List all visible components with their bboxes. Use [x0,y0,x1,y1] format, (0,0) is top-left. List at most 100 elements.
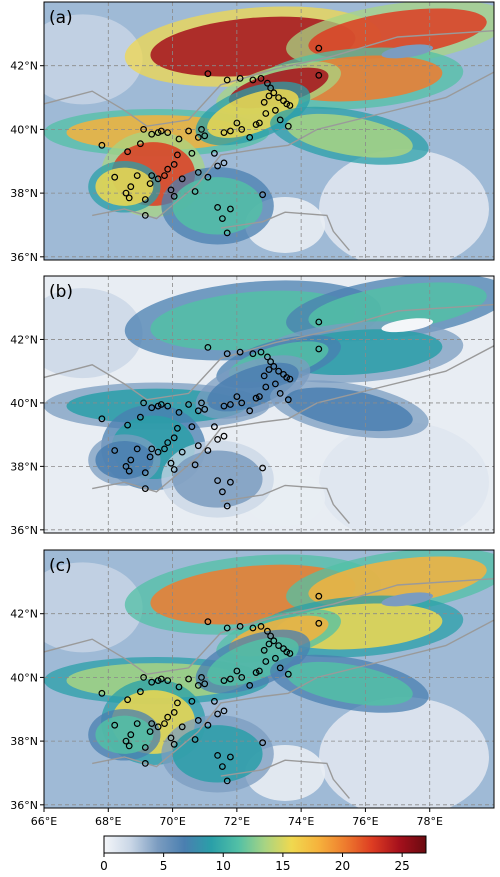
station-marker [315,592,323,600]
station-marker [265,92,273,100]
station-marker [140,399,148,407]
station-marker [259,464,267,472]
station-marker [194,442,202,450]
station-marker [161,445,168,453]
station-marker [284,396,292,404]
station-marker [201,132,209,140]
station-marker [272,654,279,662]
station-marker [236,623,244,630]
field-blob-core [285,113,413,158]
station-marker [257,348,265,356]
station-marker [315,345,323,353]
station-marker [315,71,323,79]
station-marker [167,734,175,742]
field-blob-core [172,177,263,235]
station-marker [157,127,165,135]
station-marker [140,674,148,681]
station-marker [223,624,231,632]
station-marker [264,627,271,635]
station-marker [262,110,270,117]
station-marker [218,763,226,770]
station-marker [233,393,241,401]
station-marker [173,151,181,159]
station-marker [233,119,241,127]
border-line [92,71,494,220]
station-marker [111,721,119,729]
station-marker [226,478,234,486]
station-marker [214,710,222,718]
station-marker [98,415,106,423]
station-marker [214,436,222,443]
lake [381,44,433,59]
station-marker [256,119,263,127]
field-blob-core [207,637,299,686]
field-blob-core [285,661,413,706]
station-marker [257,74,265,82]
field-blob-core [95,167,154,206]
station-marker [157,401,165,408]
station-marker [246,407,254,415]
station-marker [154,723,162,731]
station-marker [173,424,181,432]
station-marker [315,318,323,326]
station-marker [191,461,199,469]
station-marker [111,173,119,181]
station-marker [223,229,231,237]
station-marker [124,696,131,704]
station-marker [218,488,226,496]
station-marker [259,191,267,199]
station-marker [270,89,278,97]
station-marker [125,742,133,750]
lon-tick-label: 72°E [224,815,250,828]
station-marker [194,168,202,176]
station-marker [191,736,199,743]
station-marker [194,407,202,415]
border-line [220,484,350,524]
station-marker [276,116,284,124]
station-marker [214,752,222,759]
station-marker [214,477,222,485]
station-marker [154,402,162,410]
station-marker [127,183,135,191]
station-marker [220,402,228,410]
station-marker [133,445,141,453]
border-line [92,619,494,768]
border-line [92,345,494,493]
station-marker [136,413,144,421]
station-marker [218,215,226,223]
lon-tick-label: 78°E [416,815,442,828]
station-marker [220,707,228,715]
station-marker [283,648,291,656]
station-marker [275,642,283,649]
station-marker [267,358,275,366]
station-marker [210,697,218,705]
station-marker [170,160,178,168]
station-marker [226,753,234,761]
station-marker [270,637,278,645]
station-marker [204,70,212,78]
map-panel-2: (b) 36°N 38°N 40°N 42°N [10,275,495,537]
station-marker [141,196,149,203]
station-marker [175,135,183,143]
station-marker [267,632,275,640]
station-marker [210,423,218,431]
field-blob-core [172,450,263,508]
lon-tick-label: 66°E [31,815,57,828]
station-marker [315,619,323,627]
station-marker [124,148,131,156]
station-marker [185,127,193,135]
field-blob-core [308,282,487,334]
station-marker [133,172,141,180]
station-marker [111,447,119,454]
station-marker [259,739,267,747]
field-blob-core [95,715,154,754]
station-marker [164,713,172,721]
station-marker [223,502,231,510]
station-marker [198,399,205,407]
station-marker [164,129,172,137]
station-marker [127,456,135,464]
station-marker [249,350,257,358]
station-marker [214,203,222,211]
station-marker [204,344,212,351]
station-marker [252,121,260,128]
